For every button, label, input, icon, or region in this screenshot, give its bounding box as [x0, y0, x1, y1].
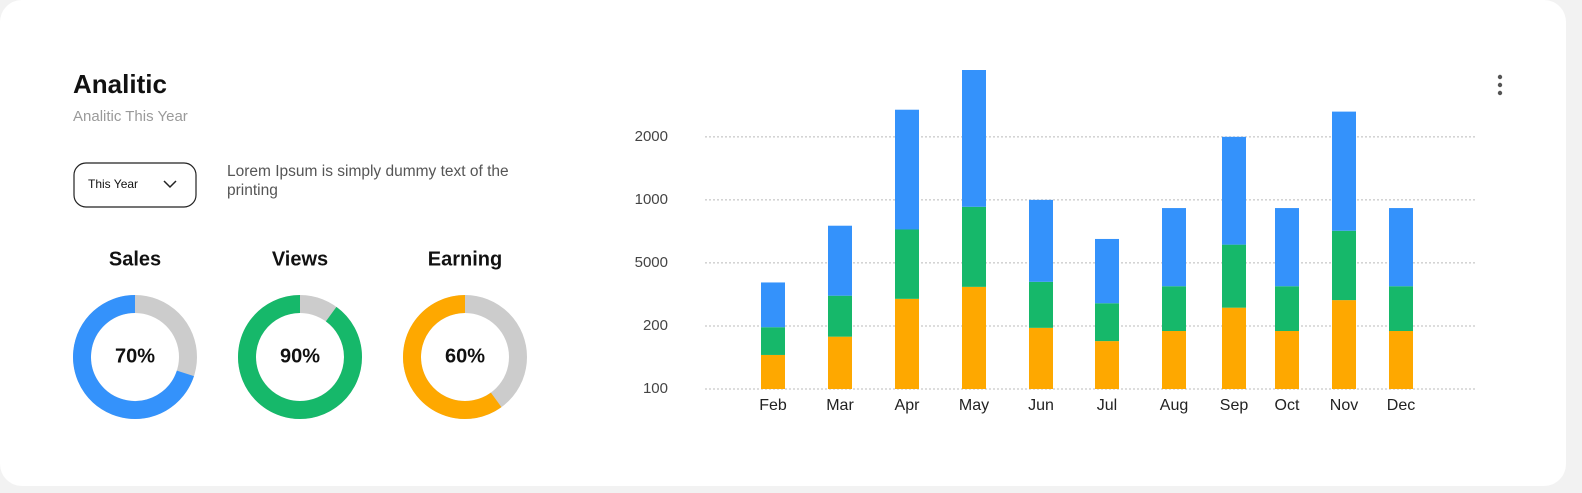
bar-segment	[1275, 208, 1299, 287]
bar-segment	[828, 225, 852, 296]
donut-label: 70%	[115, 345, 155, 367]
bar-segment	[962, 286, 986, 389]
bar-segment	[828, 336, 852, 389]
bar-segment	[1389, 286, 1413, 331]
bar-segment	[1389, 331, 1413, 389]
bar-segment	[1222, 244, 1246, 308]
x-tick-label: Feb	[759, 397, 787, 414]
bar-segment	[1162, 208, 1186, 287]
donut-arc	[403, 295, 502, 419]
x-tick-label: Jun	[1028, 397, 1054, 414]
bar-segment	[962, 206, 986, 287]
x-tick-label: Sep	[1220, 397, 1249, 414]
bar-segment	[1162, 286, 1186, 331]
menu[interactable]	[1497, 74, 1503, 96]
bar-segment	[1162, 331, 1186, 389]
y-tick-label: 5000	[635, 254, 668, 271]
menu-dot[interactable]	[1497, 74, 1503, 80]
donut-title: Sales	[109, 248, 161, 270]
donut-label: 60%	[445, 345, 485, 367]
donut-arc	[238, 295, 362, 419]
x-tick-label: Aug	[1160, 397, 1188, 414]
y-tick-label: 2000	[635, 128, 668, 145]
donut-label: 90%	[280, 345, 320, 367]
dropdown-label[interactable]: This Year	[88, 177, 138, 191]
x-tick-label: Dec	[1387, 397, 1415, 414]
bar-segment	[1389, 208, 1413, 287]
menu-dot[interactable]	[1497, 82, 1503, 88]
menu-dot[interactable]	[1497, 90, 1503, 96]
dropdown-box[interactable]	[73, 162, 197, 208]
bar-segment	[1332, 111, 1356, 231]
bar-segment	[1275, 331, 1299, 389]
bar-segment	[895, 229, 919, 299]
x-tick-label: Jul	[1097, 397, 1117, 414]
bar-segment	[1029, 327, 1053, 389]
bar-segment	[1275, 286, 1299, 331]
x-tick-label: Nov	[1330, 397, 1358, 414]
bar-segment	[828, 295, 852, 337]
bar-segment	[761, 354, 785, 389]
x-tick-label: Mar	[826, 397, 854, 414]
bar-segment	[1029, 281, 1053, 328]
bar-segment	[761, 327, 785, 355]
y-tick-label: 200	[643, 317, 668, 334]
description: Lorem Ipsum is simply dummy text of the …	[227, 163, 509, 199]
bar-segment	[895, 298, 919, 389]
title: Analitic	[73, 69, 167, 99]
bar-segment	[1222, 136, 1246, 245]
description-box: Lorem Ipsum is simply dummy text of the …	[227, 163, 509, 199]
dropdown-chevron[interactable]	[163, 180, 177, 189]
bar-segment	[1332, 300, 1356, 389]
donut-title: Earning	[428, 248, 502, 270]
bar-segment	[962, 70, 986, 207]
donut-title: Views	[272, 248, 328, 270]
x-tick-label: May	[959, 397, 989, 414]
bar-segment	[1095, 303, 1119, 342]
donut-arc	[73, 295, 194, 419]
y-tick-label: 1000	[635, 191, 668, 208]
bar-segment	[761, 282, 785, 328]
x-tick-label: Oct	[1275, 397, 1300, 414]
subtitle: Analitic This Year	[73, 108, 188, 125]
x-tick-label: Apr	[895, 397, 921, 414]
dropdown[interactable]: This Year	[73, 162, 197, 208]
bar-segment	[1222, 307, 1246, 389]
y-tick-label: 100	[643, 380, 668, 397]
bar-segment	[1095, 341, 1119, 389]
bar-segment	[1029, 199, 1053, 282]
bar-segment	[895, 109, 919, 230]
bar-segment	[1095, 238, 1119, 304]
bar-segment	[1332, 230, 1356, 301]
